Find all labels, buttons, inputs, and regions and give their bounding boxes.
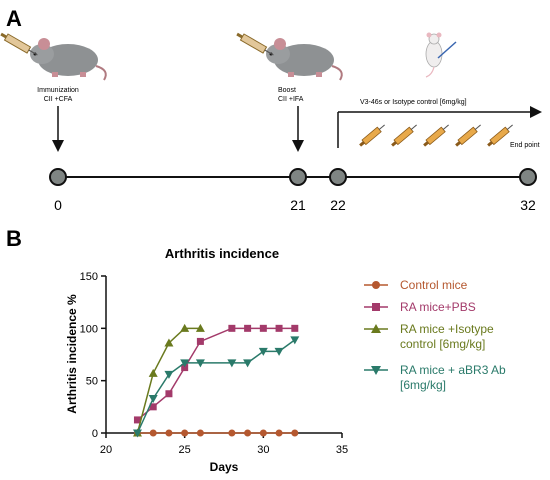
data-point-control [228, 429, 236, 437]
end-point-label: End point [510, 142, 540, 149]
data-point-control [259, 429, 267, 437]
syringe-icon [423, 124, 449, 147]
data-point-abr3 [243, 359, 253, 368]
timeline-tick-label: 32 [520, 197, 536, 213]
immunization-label: Immunization [37, 87, 79, 94]
y-tick-label: 50 [86, 376, 98, 388]
legend-item-control: Control mice [364, 278, 468, 292]
data-point-pbs [228, 324, 236, 332]
syringe-icon [391, 124, 417, 147]
data-point-pbs [149, 403, 157, 411]
timeline-node-day32 [519, 168, 537, 186]
data-point-abr3 [258, 347, 268, 356]
timeline-node-day0 [49, 168, 67, 186]
panel-a-label: A [6, 6, 22, 31]
legend-marker [371, 366, 381, 375]
legend-label-line2: [6mg/kg] [400, 378, 446, 392]
legend-marker [372, 281, 380, 289]
treatment-label: V3-46s or Isotype control [6mg/kg] [360, 99, 467, 106]
data-point-abr3 [148, 394, 158, 403]
legend-label: Control mice [400, 278, 468, 292]
x-tick-label: 35 [336, 444, 348, 456]
syringe-icon [359, 124, 385, 147]
legend: Control mice RA mice+PBS RA mice +Isotyp… [364, 278, 509, 392]
y-tick-label: 0 [92, 428, 98, 440]
data-point-abr3 [180, 359, 190, 368]
y-tick-label: 150 [80, 271, 98, 283]
immunization-reagents: CII +CFA [44, 96, 73, 103]
data-point-abr3 [132, 429, 142, 438]
boost-reagents: CII +IFA [278, 96, 304, 103]
data-point-pbs [196, 337, 204, 345]
data-point-abr3 [164, 370, 174, 379]
x-axis-title: Days [210, 460, 239, 474]
lab-mouse-icon [425, 32, 457, 78]
syringe-icon [236, 32, 274, 56]
timeline-tick-label: 22 [330, 197, 346, 213]
data-point-control [244, 429, 252, 437]
legend-marker [371, 324, 381, 333]
data-point-control [181, 429, 189, 437]
data-point-abr3 [227, 359, 237, 368]
mouse-icon [266, 38, 343, 81]
data-point-control [291, 429, 299, 437]
legend-item-pbs: RA mice+PBS [364, 300, 476, 314]
data-point-pbs [259, 324, 267, 332]
syringe-icon [487, 124, 513, 147]
mouse-icon [30, 38, 107, 81]
data-point-abr3 [290, 336, 300, 345]
timeline-tick-label: 0 [54, 197, 62, 213]
data-point-control [196, 429, 204, 437]
timeline-node-day22 [329, 168, 347, 186]
data-point-control [149, 429, 157, 437]
data-point-abr3 [274, 347, 284, 356]
legend-label-line1: RA mice + aBR3 Ab [400, 363, 506, 377]
x-tick-label: 30 [257, 444, 269, 456]
series-line-abr3 [136, 339, 296, 434]
legend-label: RA mice+PBS [400, 300, 476, 314]
legend-item-isotype: RA mice +Isotype control [6mg/kg] [364, 322, 497, 351]
x-tick-label: 20 [100, 444, 112, 456]
legend-label-line2: control [6mg/kg] [400, 337, 485, 351]
data-point-pbs [244, 324, 252, 332]
series-line-pbs [136, 327, 295, 421]
legend-label-line1: RA mice +Isotype [400, 322, 494, 336]
data-point-pbs [165, 390, 173, 398]
data-point-pbs [291, 324, 299, 332]
data-point-isotype [164, 338, 174, 347]
data-point-pbs [275, 324, 283, 332]
timeline-tick-label: 21 [290, 197, 306, 213]
chart-title: Arthritis incidence [165, 246, 279, 261]
y-axis-title: Arthritis incidence % [65, 294, 79, 414]
syringe-icon [0, 32, 38, 56]
legend-marker [372, 303, 380, 311]
legend-item-abr3: RA mice + aBR3 Ab [6mg/kg] [364, 363, 509, 392]
syringe-icon [455, 124, 481, 147]
boost-label: Boost [278, 87, 296, 94]
data-point-pbs [133, 416, 141, 424]
data-point-control [165, 429, 173, 437]
legend-label: RA mice + aBR3 Ab [6mg/kg] [400, 363, 509, 392]
incidence-chart: 20 25 30 35 0 50 100 150 [80, 271, 348, 456]
timeline-node-day21 [289, 168, 307, 186]
legend-label: RA mice +Isotype control [6mg/kg] [400, 322, 497, 351]
data-point-pbs [181, 364, 189, 372]
data-point-abr3 [195, 359, 205, 368]
data-point-isotype [148, 368, 158, 377]
data-point-isotype [195, 323, 205, 332]
data-point-isotype [180, 323, 190, 332]
panel-b-label: B [6, 226, 22, 251]
y-tick-label: 100 [80, 323, 98, 335]
x-tick-label: 25 [179, 444, 191, 456]
data-point-control [275, 429, 283, 437]
